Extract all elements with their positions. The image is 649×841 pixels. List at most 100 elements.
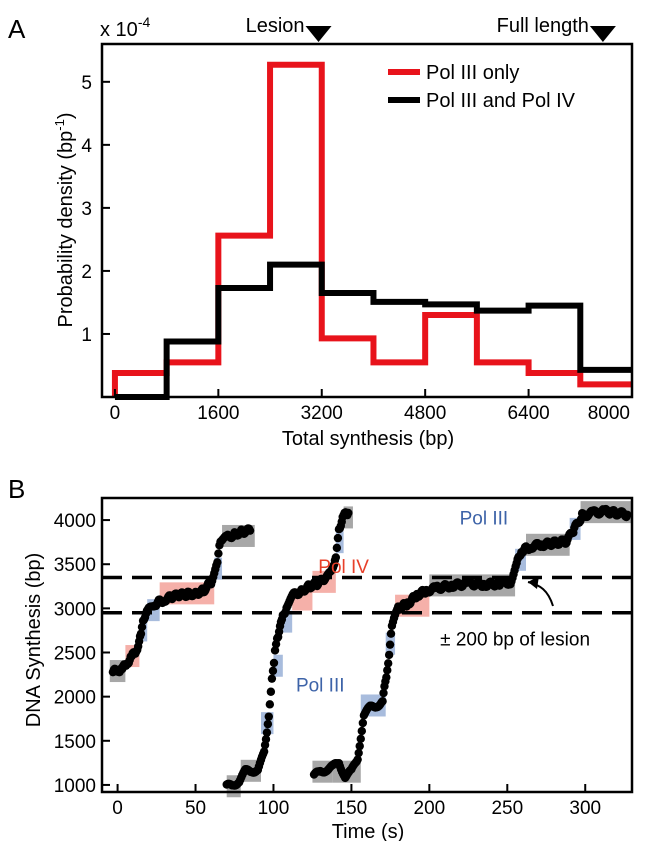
x-tick-label: 1600 xyxy=(197,403,239,424)
annotation-label-4: ± 200 bp of lesion xyxy=(440,629,590,650)
data-point xyxy=(333,533,343,543)
y-tick-label: 1500 xyxy=(54,732,96,753)
data-point xyxy=(245,526,255,535)
y-axis-label-a-close: ) xyxy=(55,112,77,119)
y-tick-label: 2500 xyxy=(54,644,96,665)
data-point xyxy=(261,735,271,744)
data-point xyxy=(385,640,395,649)
annotations: Pol IV Pol III Pol III ± 200 bp of lesion xyxy=(296,508,590,696)
data-point xyxy=(269,658,279,668)
y-tick-label: 3500 xyxy=(54,555,96,576)
data-point xyxy=(214,549,223,558)
data-point xyxy=(332,543,342,553)
data-point xyxy=(331,553,341,562)
plot-b-frame xyxy=(100,496,634,794)
data-point xyxy=(386,629,396,638)
data-point xyxy=(358,718,368,728)
x-tick-label: 300 xyxy=(569,798,601,819)
y-tick-label: 2000 xyxy=(54,688,96,709)
data-point xyxy=(262,728,272,737)
data-point xyxy=(355,741,364,751)
data-point xyxy=(623,510,632,519)
plot-a-frame xyxy=(100,42,634,399)
x-tick-label: 150 xyxy=(336,798,368,819)
panel-a-label: A xyxy=(8,14,26,44)
series-line-1 xyxy=(111,61,632,397)
y-multiplier: x 10-4 xyxy=(100,14,150,41)
data-point xyxy=(268,666,278,676)
data-point xyxy=(382,673,391,682)
data-point xyxy=(356,734,365,744)
panel-a: A x 10-4 Lesion Full length 0 1600 3200 4800… xyxy=(8,14,634,450)
y-tick-label: 4000 xyxy=(54,511,96,532)
series-line-2 xyxy=(114,261,632,400)
marker-triangle xyxy=(305,26,332,42)
panel-b-label: B xyxy=(8,474,25,504)
data-point xyxy=(265,700,275,709)
y-tick-label: 3 xyxy=(81,199,92,220)
axis-b-ticks: 0 50 100 150 200 250 300 1000 1500 2000 2500 3000 35… xyxy=(54,511,601,819)
trace-points xyxy=(108,504,632,790)
legend: Pol III only Pol III and Pol IV xyxy=(388,62,576,112)
x-tick-label: 3200 xyxy=(301,403,343,424)
data-point xyxy=(384,659,393,668)
y-tick-label: 1000 xyxy=(54,776,96,797)
legend-label: Pol III only xyxy=(426,62,519,84)
legend-label: Pol III and Pol IV xyxy=(426,90,576,112)
y-axis-label-b: DNA Synthesis (bp) xyxy=(23,553,45,728)
annotation-label-1: Pol IV xyxy=(318,557,369,578)
data-point xyxy=(344,508,353,518)
annotation-label-3: Pol III xyxy=(296,675,345,696)
shade-pol_iii xyxy=(282,610,293,633)
shade-pol_iii xyxy=(335,531,344,554)
marker-triangle xyxy=(589,26,616,42)
data-point xyxy=(357,726,367,736)
data-point xyxy=(379,688,388,698)
y-multiplier-exp: -4 xyxy=(138,14,151,30)
data-point xyxy=(136,629,146,638)
x-tick-label: 4800 xyxy=(404,403,446,424)
x-tick-label: 0 xyxy=(112,798,123,819)
panel-b: B 0 50 100 150 200 250 300 1000 1500 2000 2500 3000… xyxy=(8,474,634,841)
x-tick-label: 6400 xyxy=(507,403,549,424)
data-point xyxy=(267,674,277,683)
data-point xyxy=(383,666,392,675)
axis-a-ticks: 0 1600 3200 4800 6400 8000 1 2 3 4 5 xyxy=(81,73,633,424)
top-annotation-label: Full length xyxy=(497,15,589,37)
x-axis-label-a: Total synthesis (bp) xyxy=(282,428,454,450)
data-point xyxy=(353,755,362,764)
data-point xyxy=(378,697,387,706)
histogram-series xyxy=(111,61,632,400)
data-point xyxy=(137,622,147,632)
y-tick-label: 2 xyxy=(81,262,92,283)
y-tick-label: 3000 xyxy=(54,599,96,620)
lesion-arrow-head xyxy=(528,576,539,589)
x-tick-label: 200 xyxy=(414,798,446,819)
data-point xyxy=(264,712,273,721)
data-point xyxy=(263,719,273,729)
y-axis-label-a: Probability density (bp-1) xyxy=(52,112,77,327)
data-point xyxy=(384,650,394,660)
data-point xyxy=(354,748,363,758)
top-annotation-label: Lesion xyxy=(246,15,305,37)
y-multiplier-base: x 10 xyxy=(100,19,138,41)
data-point xyxy=(213,558,222,567)
y-tick-label: 4 xyxy=(81,136,92,157)
x-tick-label: 50 xyxy=(185,798,206,819)
y-axis-label-a-sup: -1 xyxy=(52,119,67,131)
data-point xyxy=(270,646,280,655)
data-point xyxy=(259,747,269,756)
lesion-arrow xyxy=(527,581,554,607)
top-annotations: Lesion Full length xyxy=(246,15,616,42)
x-tick-label: 0 xyxy=(110,403,121,424)
y-axis-label-a-main: Probability density (bp xyxy=(55,131,77,328)
x-axis-label-b: Time (s) xyxy=(332,821,405,841)
y-tick-label: 5 xyxy=(81,73,92,94)
shade-pol_iii xyxy=(273,654,283,677)
x-tick-label: 250 xyxy=(491,798,523,819)
annotation-label-2: Pol III xyxy=(460,508,509,529)
x-tick-label: 100 xyxy=(258,798,290,819)
x-tick-label: 8000 xyxy=(588,403,630,424)
y-tick-label: 1 xyxy=(81,325,92,346)
